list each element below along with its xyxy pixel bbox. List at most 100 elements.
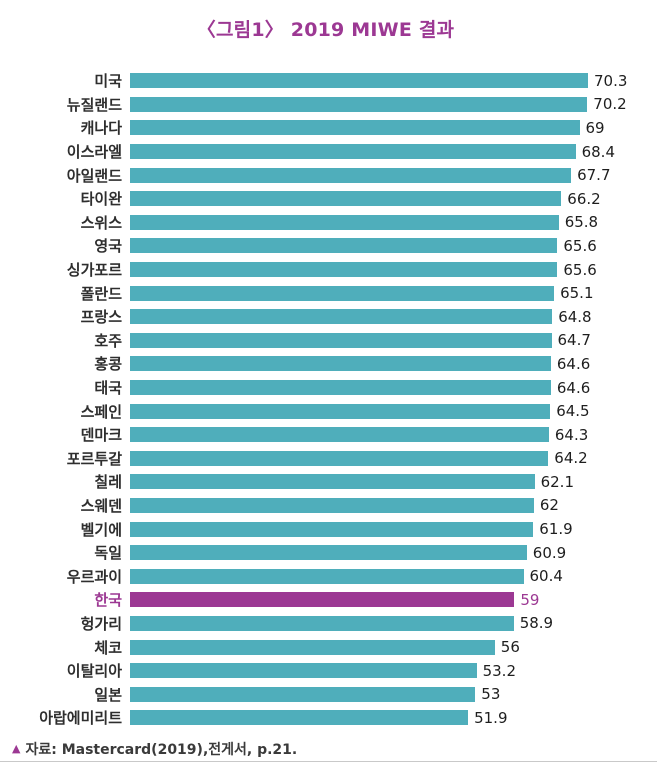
value-label: 67.7 bbox=[577, 166, 611, 185]
category-label: 스웨덴 bbox=[80, 496, 122, 515]
bar-area: 64.2 bbox=[130, 449, 641, 467]
bar bbox=[130, 663, 477, 679]
chart-row: 헝가리 58.9 bbox=[10, 612, 641, 636]
bar-area: 64.7 bbox=[130, 331, 641, 350]
chart-title: 〈그림1〉 2019 MIWE 결과 bbox=[196, 19, 455, 41]
bar-area: 65.6 bbox=[130, 237, 641, 255]
bar bbox=[130, 380, 551, 396]
category-label: 아랍에미리트 bbox=[39, 709, 122, 728]
chart-row: 일본 53 bbox=[10, 682, 641, 706]
category-label: 칠레 bbox=[94, 473, 122, 492]
category-label: 헝가리 bbox=[80, 614, 122, 633]
bar bbox=[130, 545, 527, 561]
category-label: 태국 bbox=[94, 379, 122, 398]
category-label: 스페인 bbox=[80, 402, 122, 421]
bar bbox=[130, 427, 549, 443]
value-label: 62.1 bbox=[540, 472, 574, 491]
value-label: 69 bbox=[585, 118, 605, 137]
category-label: 이스라엘 bbox=[66, 143, 122, 162]
value-label: 64.6 bbox=[556, 354, 591, 373]
category-label: 일본 bbox=[94, 685, 122, 704]
bar-area: 68.4 bbox=[130, 143, 641, 161]
bar-area: 62 bbox=[130, 496, 641, 514]
category-label: 홍콩 bbox=[94, 355, 122, 374]
chart-row: 체코 56 bbox=[10, 635, 641, 659]
value-label: 58.9 bbox=[519, 614, 554, 633]
value-label: 61.9 bbox=[539, 520, 573, 539]
category-label: 영국 bbox=[94, 237, 122, 256]
chart-row: 이탈리아 53.2 bbox=[10, 659, 641, 683]
bar bbox=[130, 592, 515, 608]
chart-row: 싱가포르 65.6 bbox=[10, 258, 641, 282]
category-label: 프랑스 bbox=[80, 308, 122, 327]
value-label: 51.9 bbox=[474, 708, 508, 727]
bar-area: 51.9 bbox=[130, 708, 641, 727]
bar bbox=[130, 568, 524, 584]
bar-area: 66.2 bbox=[130, 189, 641, 208]
bar bbox=[130, 497, 534, 513]
bar-area: 64.8 bbox=[130, 307, 641, 326]
value-label: 53.2 bbox=[482, 661, 516, 680]
category-label: 체코 bbox=[94, 638, 122, 657]
bar bbox=[130, 96, 588, 112]
bar-area: 58.9 bbox=[130, 614, 641, 633]
value-label: 64.7 bbox=[557, 331, 591, 350]
bar-chart: 미국 70.3 뉴질랜드 70.2 캐나다 69 이스라엘 68.4 아일랜드 67.7 타이완 66… bbox=[10, 69, 641, 730]
chart-row: 이스라엘 68.4 bbox=[10, 140, 641, 164]
bar bbox=[130, 403, 551, 419]
bar bbox=[130, 214, 559, 230]
source-triangle-icon: ▲ bbox=[12, 742, 21, 756]
bar bbox=[130, 710, 469, 726]
bar bbox=[130, 262, 558, 278]
bar-area: 67.7 bbox=[130, 166, 641, 185]
chart-row: 캐나다 69 bbox=[10, 116, 641, 140]
value-label: 53 bbox=[481, 685, 501, 704]
bar bbox=[130, 309, 553, 325]
bar-area: 70.3 bbox=[130, 71, 641, 90]
category-label: 미국 bbox=[94, 72, 122, 91]
category-label: 아일랜드 bbox=[66, 166, 122, 185]
category-label: 독일 bbox=[94, 544, 122, 563]
bar bbox=[130, 686, 476, 702]
bar-area: 64.6 bbox=[130, 379, 641, 397]
bar bbox=[130, 120, 580, 136]
source-note: ▲ 자료: Mastercard(2019),전게서, p.21. bbox=[10, 739, 641, 759]
bar-area: 65.1 bbox=[130, 284, 641, 302]
chart-row: 우르과이 60.4 bbox=[10, 564, 641, 588]
category-label: 뉴질랜드 bbox=[66, 95, 122, 114]
value-label: 64.8 bbox=[558, 307, 592, 326]
bar bbox=[130, 238, 558, 254]
chart-row: 태국 64.6 bbox=[10, 376, 641, 400]
bar-area: 53.2 bbox=[130, 661, 641, 680]
category-label: 포르투갈 bbox=[66, 449, 122, 468]
chart-row: 영국 65.6 bbox=[10, 234, 641, 258]
chart-row: 벨기에 61.9 bbox=[10, 517, 641, 541]
category-label: 싱가포르 bbox=[66, 261, 122, 280]
category-label: 벨기에 bbox=[80, 520, 122, 539]
chart-row: 포르투갈 64.2 bbox=[10, 447, 641, 471]
category-label: 폴란드 bbox=[80, 284, 122, 303]
bar bbox=[130, 615, 514, 631]
value-label: 56 bbox=[500, 638, 520, 657]
bar-area: 70.2 bbox=[130, 95, 641, 114]
chart-row: 뉴질랜드 70.2 bbox=[10, 93, 641, 117]
bar-area: 53 bbox=[130, 685, 641, 704]
bar-area: 65.6 bbox=[130, 261, 641, 279]
value-label: 66.2 bbox=[567, 189, 601, 208]
bar-area: 56 bbox=[130, 638, 641, 657]
bar bbox=[130, 285, 555, 301]
source-text: 자료: Mastercard(2019),전게서, p.21. bbox=[25, 741, 298, 758]
chart-row: 스페인 64.5 bbox=[10, 399, 641, 423]
bar bbox=[130, 450, 549, 466]
bar-area: 62.1 bbox=[130, 472, 641, 491]
chart-row: 아일랜드 67.7 bbox=[10, 163, 641, 187]
category-label: 우르과이 bbox=[66, 567, 122, 586]
bar-area: 65.8 bbox=[130, 213, 641, 231]
category-label: 타이완 bbox=[80, 190, 122, 209]
value-label: 70.2 bbox=[593, 95, 627, 114]
chart-row: 덴마크 64.3 bbox=[10, 423, 641, 447]
category-label: 스위스 bbox=[80, 213, 122, 232]
value-label: 70.3 bbox=[594, 71, 628, 90]
bar-area: 69 bbox=[130, 118, 641, 137]
